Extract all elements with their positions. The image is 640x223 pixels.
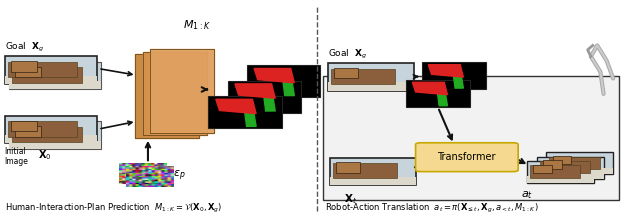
FancyBboxPatch shape — [8, 62, 77, 77]
FancyBboxPatch shape — [333, 163, 397, 178]
FancyBboxPatch shape — [330, 158, 415, 185]
FancyBboxPatch shape — [11, 61, 37, 72]
FancyBboxPatch shape — [9, 121, 101, 149]
FancyBboxPatch shape — [549, 157, 600, 169]
Polygon shape — [452, 69, 463, 88]
Polygon shape — [150, 49, 214, 133]
Polygon shape — [244, 104, 256, 126]
FancyBboxPatch shape — [9, 141, 101, 149]
Polygon shape — [436, 87, 447, 106]
FancyBboxPatch shape — [552, 156, 572, 164]
FancyBboxPatch shape — [323, 76, 620, 200]
Text: $a_t$: $a_t$ — [521, 189, 533, 201]
FancyBboxPatch shape — [546, 152, 613, 174]
Text: $\mathbf{X}_0$: $\mathbf{X}_0$ — [38, 148, 52, 162]
FancyBboxPatch shape — [537, 172, 604, 179]
Polygon shape — [428, 65, 463, 77]
FancyBboxPatch shape — [336, 162, 360, 173]
FancyBboxPatch shape — [9, 62, 101, 89]
Polygon shape — [412, 82, 447, 95]
FancyBboxPatch shape — [209, 96, 282, 128]
FancyBboxPatch shape — [334, 68, 358, 78]
FancyBboxPatch shape — [328, 82, 413, 91]
FancyBboxPatch shape — [8, 121, 77, 136]
Text: Goal  $\mathbf{X}_g$: Goal $\mathbf{X}_g$ — [4, 41, 44, 54]
FancyBboxPatch shape — [11, 121, 37, 131]
FancyBboxPatch shape — [12, 127, 81, 142]
Polygon shape — [235, 84, 275, 98]
FancyBboxPatch shape — [15, 67, 41, 77]
FancyBboxPatch shape — [527, 161, 594, 183]
FancyBboxPatch shape — [406, 80, 470, 107]
FancyBboxPatch shape — [546, 168, 613, 174]
FancyBboxPatch shape — [543, 160, 562, 169]
FancyBboxPatch shape — [330, 177, 415, 185]
FancyBboxPatch shape — [331, 68, 396, 84]
Polygon shape — [263, 89, 275, 111]
FancyBboxPatch shape — [9, 81, 101, 89]
FancyBboxPatch shape — [531, 165, 580, 178]
Text: Transformer: Transformer — [437, 152, 496, 162]
Text: Robot-Action Translation  $a_t = \pi(\mathbf{X}_{\leq t}, \mathbf{X}_g, a_{<t}, : Robot-Action Translation $a_t = \pi(\mat… — [325, 202, 539, 215]
Polygon shape — [135, 54, 199, 138]
FancyBboxPatch shape — [12, 67, 81, 83]
Text: $M_{1:K}$: $M_{1:K}$ — [183, 19, 211, 32]
FancyBboxPatch shape — [422, 62, 486, 89]
Polygon shape — [143, 52, 207, 135]
FancyBboxPatch shape — [534, 165, 552, 173]
FancyBboxPatch shape — [4, 116, 97, 143]
FancyBboxPatch shape — [228, 81, 301, 113]
FancyBboxPatch shape — [4, 135, 97, 143]
Text: Initial
Image: Initial Image — [4, 147, 28, 166]
Polygon shape — [216, 99, 256, 114]
FancyBboxPatch shape — [537, 157, 604, 179]
FancyBboxPatch shape — [246, 65, 320, 97]
FancyBboxPatch shape — [540, 161, 590, 173]
Text: Human-Interaction-Plan Prediction  $M_{1:K} = \mathcal{V}(\mathbf{X}_0, \mathbf{: Human-Interaction-Plan Prediction $M_{1:… — [4, 202, 222, 215]
Text: Goal  $\mathbf{X}_g$: Goal $\mathbf{X}_g$ — [328, 48, 367, 61]
Text: $\epsilon_p$: $\epsilon_p$ — [173, 168, 186, 183]
FancyBboxPatch shape — [415, 143, 518, 172]
FancyBboxPatch shape — [4, 76, 97, 84]
FancyBboxPatch shape — [15, 126, 41, 136]
FancyBboxPatch shape — [4, 56, 97, 84]
Polygon shape — [254, 68, 294, 83]
FancyBboxPatch shape — [328, 63, 413, 91]
Text: $\mathbf{X}_t$: $\mathbf{X}_t$ — [344, 192, 357, 206]
Polygon shape — [282, 73, 294, 96]
FancyBboxPatch shape — [527, 176, 594, 183]
